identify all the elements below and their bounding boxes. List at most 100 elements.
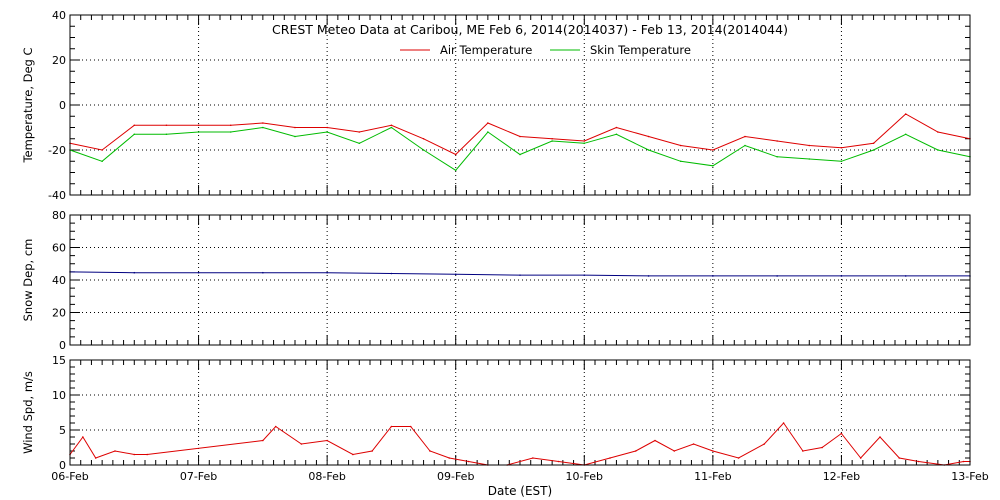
y-tick-label: 0: [59, 459, 66, 472]
data-point: [165, 124, 168, 127]
data-point: [358, 131, 361, 133]
data-point: [679, 160, 682, 163]
data-point: [551, 137, 553, 140]
data-point: [782, 422, 785, 424]
data-point: [692, 443, 695, 445]
snow-depth-panel: 0 20 40 60 80 Snow Dep, cm: [21, 209, 971, 352]
x-tick-label: 07-Feb: [180, 470, 217, 483]
data-point: [802, 450, 804, 452]
data-point: [937, 149, 939, 151]
data-point: [904, 113, 907, 115]
y-axis-label: Snow Dep, cm: [21, 239, 35, 322]
data-point: [859, 457, 862, 459]
data-point: [763, 443, 766, 445]
data-point: [429, 450, 431, 452]
y-tick-label: -20: [48, 144, 66, 157]
data-point: [300, 443, 303, 445]
data-point: [114, 450, 116, 452]
y-tick-label: 15: [52, 354, 66, 367]
data-point: [744, 144, 746, 147]
data-point: [583, 142, 586, 145]
data-point: [262, 439, 264, 442]
data-point: [904, 275, 907, 277]
y-tick-label: 20: [52, 54, 66, 67]
data-point: [390, 272, 393, 275]
x-tick-label: 13-Feb: [951, 470, 988, 483]
data-point: [294, 126, 296, 129]
data-point: [917, 460, 920, 463]
series-line: [69, 113, 971, 156]
data-point: [615, 126, 618, 129]
data-point: [776, 275, 778, 277]
data-point: [422, 149, 425, 151]
plot-frame: [69, 14, 971, 196]
plot-frame: [69, 359, 971, 466]
data-point: [146, 453, 148, 456]
data-point: [326, 126, 328, 129]
data-point: [197, 124, 200, 127]
legend-label-air: Air Temperature: [440, 43, 532, 57]
data-point: [879, 436, 881, 438]
y-tick-label: 40: [52, 9, 66, 22]
data-point: [454, 169, 457, 172]
data-point: [840, 275, 843, 277]
data-point: [673, 450, 676, 452]
y-tick-label: 40: [52, 274, 66, 287]
data-point: [229, 131, 232, 133]
data-point: [712, 149, 714, 151]
data-point: [294, 135, 296, 138]
data-point: [532, 457, 534, 459]
plot-frame: [69, 214, 971, 346]
data-point: [840, 432, 843, 435]
series-line: [69, 126, 971, 171]
data-point: [454, 273, 457, 276]
data-point: [487, 122, 489, 124]
data-point: [609, 457, 611, 459]
series-line: [69, 422, 970, 466]
data-point: [326, 271, 328, 274]
data-point: [647, 135, 650, 138]
data-point: [409, 425, 412, 428]
data-point: [583, 274, 586, 276]
data-point: [904, 133, 907, 136]
data-point: [467, 460, 470, 463]
data-point: [519, 153, 521, 156]
data-point: [551, 140, 553, 142]
temperature-panel: -40 -20 0 20 40 Temperature, Deg C: [21, 9, 971, 202]
data-point: [583, 140, 586, 142]
data-point: [519, 135, 521, 138]
data-point: [872, 149, 875, 151]
y-tick-label: 20: [52, 307, 66, 320]
data-point: [654, 439, 656, 442]
data-point: [326, 439, 328, 442]
legend: Air Temperature Skin Temperature: [400, 43, 691, 57]
data-point: [712, 275, 714, 277]
y-tick-label: 0: [59, 339, 66, 352]
data-point: [371, 450, 373, 452]
data-point: [840, 146, 843, 149]
wind-speed-panel: 0 5 10 15 Wind Spd, m/s 06-Feb 07-Feb 08-Feb 09-…: [21, 354, 989, 483]
y-axis-label: Wind Spd, m/s: [21, 371, 35, 454]
data-point: [776, 155, 778, 158]
data-point: [647, 149, 650, 151]
data-point: [358, 142, 361, 145]
data-point: [679, 144, 682, 147]
x-axis-label: Date (EST): [488, 484, 552, 498]
data-point: [448, 457, 451, 459]
data-point: [133, 124, 136, 127]
data-point: [101, 160, 103, 163]
data-point: [744, 135, 746, 138]
data-point: [390, 425, 393, 428]
data-point: [165, 133, 168, 136]
x-tick-label: 11-Feb: [694, 470, 731, 483]
data-point: [647, 275, 650, 277]
x-tick-label: 10-Feb: [566, 470, 603, 483]
data-point: [808, 158, 811, 160]
data-point: [937, 131, 939, 133]
y-tick-label: -40: [48, 189, 66, 202]
y-axis-label: Temperature, Deg C: [21, 47, 35, 163]
data-point: [101, 149, 103, 151]
y-tick-label: 80: [52, 209, 66, 222]
legend-label-skin: Skin Temperature: [590, 43, 691, 57]
data-point: [229, 124, 232, 127]
